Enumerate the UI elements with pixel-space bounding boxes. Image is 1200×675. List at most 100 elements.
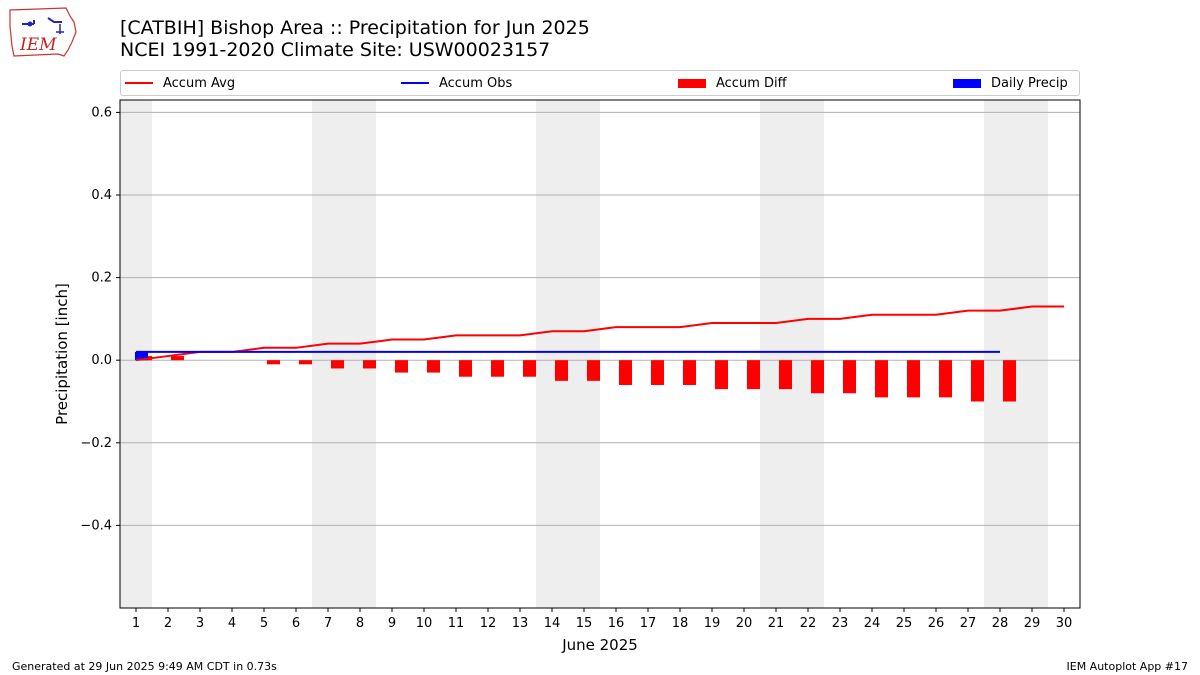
x-tick-label: 15 [576,616,593,631]
x-tick-label: 13 [512,616,529,631]
diff-bar [939,360,952,398]
generated-note: Generated at 29 Jun 2025 9:49 AM CDT in … [12,660,277,673]
y-tick-label: 0.4 [91,188,112,203]
y-tick-label: −0.4 [80,518,112,533]
diff-bar [459,360,472,377]
x-tick-label: 17 [640,616,657,631]
legend-item-daily-precip: Daily Precip [953,71,1068,95]
legend-item-accum-diff: Accum Diff [678,71,787,95]
diff-bar [587,360,600,381]
x-tick-label: 19 [704,616,721,631]
weekend-band [120,100,152,608]
diff-bar [395,360,408,373]
x-tick-label: 21 [768,616,785,631]
x-tick-label: 28 [992,616,1009,631]
x-tick-label: 7 [324,616,332,631]
lines [135,305,1064,362]
diff-bar [651,360,664,385]
x-tick-label: 16 [608,616,625,631]
weekend-band [1016,100,1048,608]
x-tick-label: 23 [832,616,849,631]
diff-bar [139,356,152,361]
x-tick-label: 5 [260,616,268,631]
accum-avg-line [135,305,1064,362]
diff-bar [907,360,920,398]
weekend-band [536,100,568,608]
x-tick-label: 25 [896,616,913,631]
weekend-band [984,100,1016,608]
x-tick-label: 12 [480,616,497,631]
legend-swatch [678,78,706,88]
plot-frame [119,99,1081,609]
diff-bar [299,360,312,365]
diff-bar [843,360,856,394]
diff-bar [523,360,536,377]
weekend-shading [120,100,1048,608]
diff-bar [779,360,792,390]
chart-subtitle: NCEI 1991-2020 Climate Site: USW00023157 [120,39,551,61]
diff-bar [267,360,280,365]
x-tick-label: 9 [388,616,396,631]
weekend-band [792,100,824,608]
legend-label: Daily Precip [991,75,1068,91]
diff-bar [747,360,760,390]
diff-bar [875,360,888,398]
x-tick-label: 18 [672,616,689,631]
axes: −0.4−0.20.00.20.40.61 2 3 4 5 6 7 8 9 10 11 12 13 14 1… [80,105,1072,631]
diff-bar [811,360,824,394]
y-tick-label: −0.2 [80,436,112,451]
legend-label: Accum Avg [163,75,236,91]
legend-label: Accum Obs [439,75,513,91]
diff-bar [971,360,984,402]
diff-bar [555,360,568,381]
legend-swatch [953,78,981,88]
iem-logo: IEM [9,7,77,57]
weekend-band [760,100,792,608]
x-tick-label: 14 [544,616,561,631]
diff-bar [491,360,504,377]
legend-swatch [401,82,429,84]
weekend-band [312,100,344,608]
legend-item-accum-avg: Accum Avg [125,71,235,95]
x-tick-label: 26 [928,616,945,631]
x-tick-label: 3 [196,616,204,631]
x-tick-label: 22 [800,616,817,631]
x-tick-label: 29 [1024,616,1041,631]
y-axis-label: Precipitation [inch] [53,283,71,425]
diff-bar [1003,360,1016,402]
diff-bar [363,360,376,369]
x-tick-label: 2 [164,616,172,631]
y-tick-label: 0.2 [91,271,112,286]
legend-label: Accum Diff [716,75,787,91]
x-tick-label: 30 [1056,616,1073,631]
legend-swatch [125,82,153,84]
x-tick-label: 20 [736,616,753,631]
diff-bar [171,356,184,361]
diff-bar [619,360,632,385]
logo-text: IEM [19,35,57,55]
x-tick-label: 4 [228,616,236,631]
x-tick-label: 27 [960,616,977,631]
diff-bar [427,360,440,373]
daily-precip-bar [135,351,148,361]
bars [135,351,1016,402]
app-note: IEM Autoplot App #17 [1066,660,1189,673]
diff-bar [715,360,728,390]
y-tick-label: 0.6 [91,105,112,120]
legend: Accum Avg Accum Obs Accum Diff Daily Pre… [120,70,1080,96]
x-tick-label: 24 [864,616,881,631]
x-tick-label: 1 [132,616,140,631]
weekend-band [344,100,376,608]
chart-title: [CATBIH] Bishop Area :: Precipitation fo… [120,17,590,39]
y-tick-label: 0.0 [91,353,112,368]
legend-item-accum-obs: Accum Obs [401,71,512,95]
gridlines [120,111,1080,526]
weekend-band [568,100,600,608]
diff-bar [683,360,696,385]
x-axis-label: June 2025 [561,636,638,654]
x-tick-label: 6 [292,616,300,631]
diff-bar [331,360,344,369]
x-tick-label: 11 [448,616,465,631]
x-tick-label: 10 [416,616,433,631]
